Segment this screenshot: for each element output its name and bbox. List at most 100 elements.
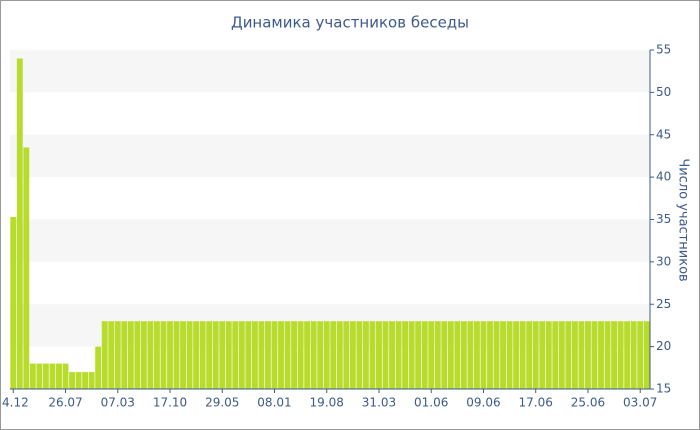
bar (408, 321, 415, 389)
bar (336, 321, 343, 389)
bar (10, 216, 17, 389)
bar (604, 321, 611, 389)
chart-title: Динамика участников беседы (231, 14, 469, 32)
bar (193, 321, 200, 389)
bar (75, 372, 82, 389)
bar (278, 321, 284, 389)
y-tick-label: 15 (656, 382, 671, 396)
y-axis-title: Число участников (676, 158, 691, 281)
bar (160, 321, 167, 389)
bar (460, 321, 467, 389)
bar (643, 321, 650, 389)
bar (624, 321, 631, 389)
bar (474, 321, 480, 389)
bar (16, 58, 23, 389)
bar (225, 321, 232, 389)
bar (62, 363, 69, 389)
bar (441, 321, 448, 389)
bar (487, 321, 493, 389)
bar (356, 321, 363, 389)
bar (245, 321, 252, 389)
bar (428, 321, 435, 389)
bar (585, 321, 591, 389)
bar (578, 321, 585, 389)
bar (389, 321, 395, 389)
y-tick-label: 55 (656, 43, 671, 57)
bar (49, 363, 56, 389)
bar (154, 321, 160, 389)
bar (284, 321, 291, 389)
bar (637, 321, 644, 389)
bar (467, 321, 474, 389)
bar (415, 321, 422, 389)
x-tick-label: 25.06 (571, 396, 605, 410)
bar (617, 321, 624, 389)
bar (42, 363, 49, 389)
y-tick-label: 35 (656, 212, 671, 226)
bar (571, 321, 578, 389)
bar (23, 147, 30, 389)
bar (271, 321, 278, 389)
x-tick-label: 08.01 (257, 396, 291, 410)
y-tick-label: 45 (656, 127, 671, 141)
bar (251, 321, 258, 389)
x-tick-label: 29.05 (205, 396, 239, 410)
bar (598, 321, 604, 389)
bar (173, 321, 180, 389)
bar (134, 321, 141, 389)
x-tick-label: 09.06 (466, 396, 500, 410)
bar (167, 321, 173, 389)
bar (395, 321, 402, 389)
bar (545, 321, 552, 389)
bar (180, 321, 186, 389)
x-tick-label: 17.10 (153, 396, 187, 410)
x-tick-label: 07.03 (101, 396, 135, 410)
bar (95, 346, 102, 389)
bar (526, 321, 533, 389)
bar (88, 372, 95, 389)
x-tick-label: 31.03 (362, 396, 396, 410)
x-tick-label: 4.12 (2, 396, 29, 410)
bar (304, 321, 311, 389)
x-tick-label: 01.06 (414, 396, 448, 410)
bar (402, 321, 409, 389)
bar (186, 321, 193, 389)
bar (108, 321, 115, 389)
y-tick-label: 20 (656, 339, 671, 353)
bar (539, 321, 546, 389)
bar (82, 372, 89, 389)
bar (519, 321, 526, 389)
bar (36, 363, 43, 389)
bar (493, 321, 500, 389)
bar (69, 372, 75, 389)
bar (565, 321, 572, 389)
y-tick-label: 25 (656, 297, 671, 311)
bar (238, 321, 245, 389)
grid-band (10, 219, 650, 262)
bar (480, 321, 487, 389)
bar (343, 321, 350, 389)
bar (382, 321, 389, 389)
bar (127, 321, 134, 389)
bar (297, 321, 304, 389)
bar (500, 321, 506, 389)
bar (219, 321, 226, 389)
bar (56, 363, 62, 389)
bar (330, 321, 337, 389)
bar (206, 321, 213, 389)
x-tick-label: 19.08 (310, 396, 344, 410)
y-tick-label: 50 (656, 85, 671, 99)
bar (101, 321, 108, 389)
bar (362, 321, 369, 389)
bar (232, 321, 239, 389)
bar (212, 321, 219, 389)
bar (376, 321, 382, 389)
bar (630, 321, 637, 389)
grid-band (10, 134, 650, 178)
bar (532, 321, 539, 389)
bar (323, 321, 330, 389)
bar (506, 321, 513, 389)
bar (454, 321, 461, 389)
bar (29, 363, 36, 389)
